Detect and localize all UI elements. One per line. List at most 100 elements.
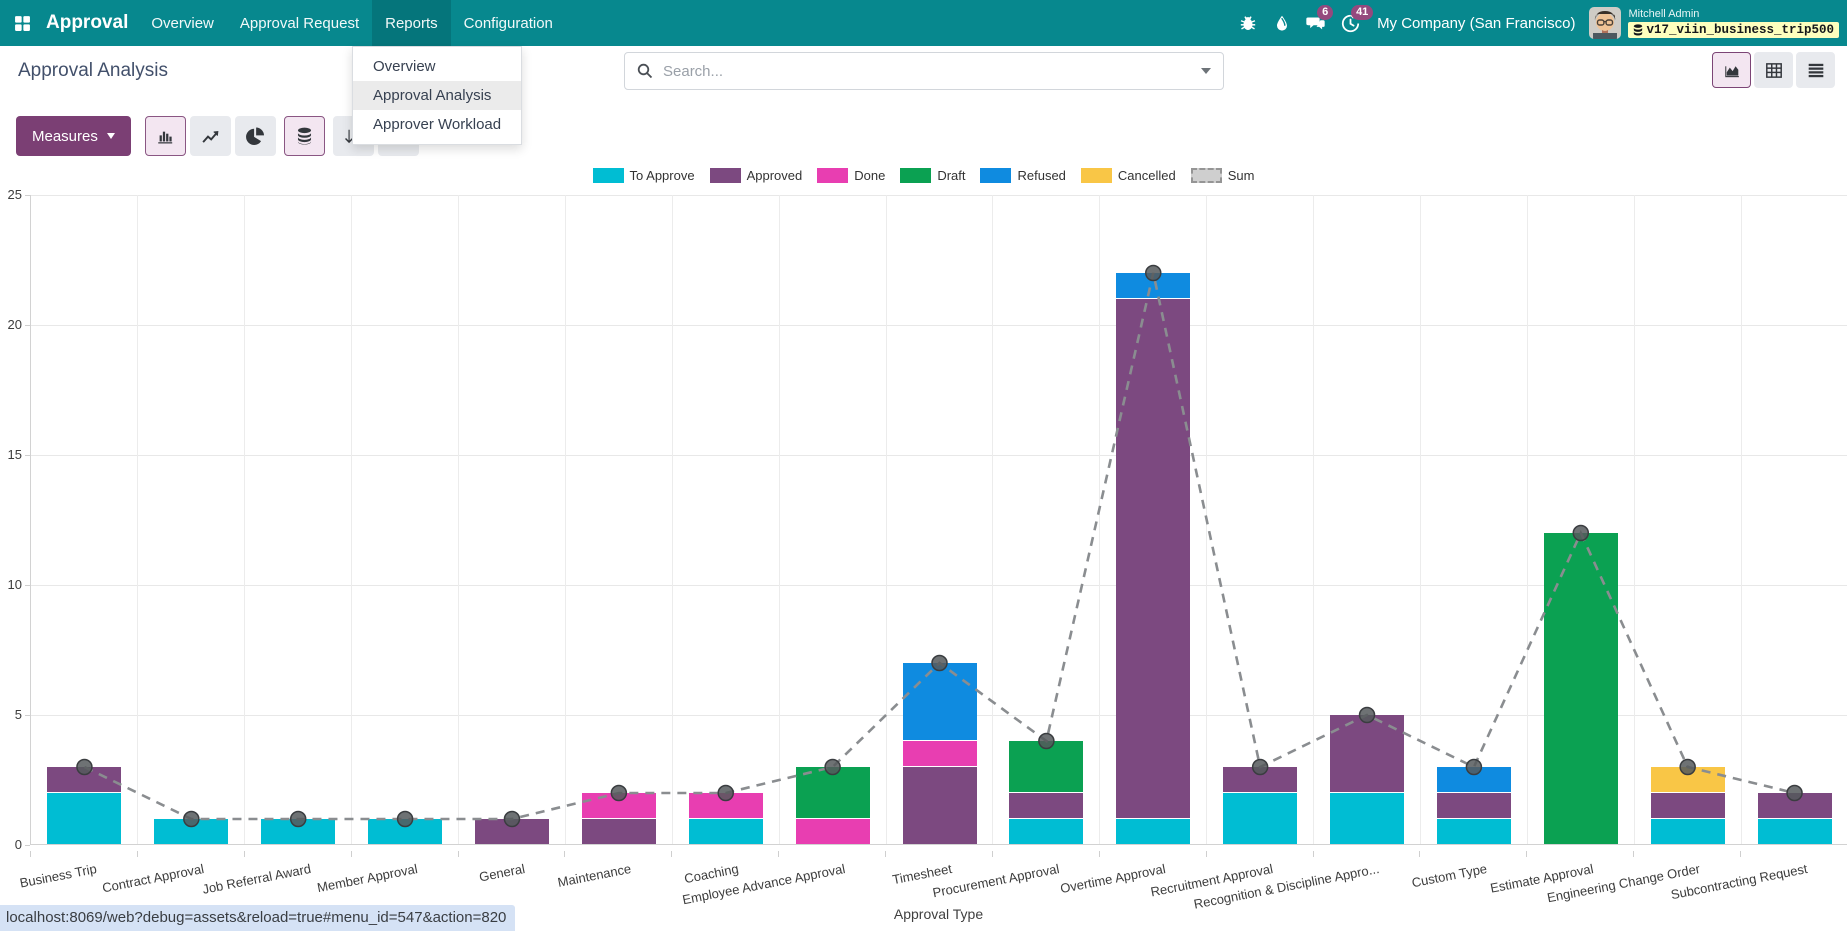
sum-point[interactable] <box>398 812 413 827</box>
legend-swatch <box>817 168 848 183</box>
sum-point[interactable] <box>1573 526 1588 541</box>
x-tick-label: Member Approval <box>316 861 419 895</box>
avatar[interactable] <box>1589 7 1621 39</box>
bar-chart-icon <box>156 128 174 145</box>
pivot-table-icon <box>1765 62 1783 79</box>
search-bar <box>624 52 1224 90</box>
x-tick <box>671 851 672 857</box>
x-tick <box>137 851 138 857</box>
activities-button[interactable]: 41 <box>1333 0 1367 46</box>
x-tick <box>351 851 352 857</box>
debug-bug-button[interactable] <box>1231 0 1265 46</box>
search-input[interactable] <box>663 63 1201 80</box>
x-tick-label: Business Trip <box>19 861 98 891</box>
legend-item[interactable]: Done <box>817 168 885 183</box>
menu-item-approval-analysis[interactable]: Approval Analysis <box>353 81 521 110</box>
legend-label: Refused <box>1017 168 1065 183</box>
y-tick-label: 20 <box>0 317 22 333</box>
legend-item[interactable]: Approved <box>710 168 803 183</box>
x-tick <box>1313 851 1314 857</box>
company-switcher[interactable]: My Company (San Francisco) <box>1367 15 1589 32</box>
chart-legend: To Approve Approved Done Draft Refused Cancel… <box>0 168 1847 183</box>
nav-item-overview[interactable]: Overview <box>138 0 227 46</box>
activities-count-badge: 41 <box>1351 5 1373 20</box>
x-tick <box>1633 851 1634 857</box>
user-menu[interactable]: Mitchell Admin v17_viin_business_trip500 <box>1621 8 1839 38</box>
apps-grid-icon <box>14 15 31 32</box>
stacked-toggle-button[interactable] <box>284 116 325 156</box>
line-chart-icon <box>201 128 220 145</box>
legend-item[interactable]: To Approve <box>593 168 695 183</box>
y-tick-label: 25 <box>0 187 22 203</box>
app-brand[interactable]: Approval <box>44 0 138 46</box>
reports-dropdown-menu: Overview Approval Analysis Approver Work… <box>352 46 522 145</box>
pie-chart-button[interactable] <box>235 116 276 156</box>
x-tick <box>564 851 565 857</box>
apps-menu-button[interactable] <box>0 0 44 46</box>
y-tick-label: 15 <box>0 447 22 463</box>
search-dropdown-toggle[interactable] <box>1201 68 1211 74</box>
plot-area <box>30 195 1847 845</box>
x-tick-label: Custom Type <box>1410 861 1488 890</box>
graph-view-button[interactable] <box>1712 52 1751 88</box>
legend-swatch <box>980 168 1011 183</box>
x-tick-label: Maintenance <box>557 861 633 890</box>
search-icon <box>637 63 653 79</box>
x-tick-label: Recognition & Discipline Appro... <box>1193 861 1381 912</box>
legend-item[interactable]: Sum <box>1191 168 1255 183</box>
legend-swatch <box>1191 168 1222 183</box>
area-chart-icon <box>1722 62 1741 79</box>
x-tick-label: Job Referral Award <box>201 861 312 897</box>
legend-item[interactable]: Cancelled <box>1081 168 1176 183</box>
nav-item-configuration[interactable]: Configuration <box>451 0 566 46</box>
x-tick <box>1419 851 1420 857</box>
status-bar-url: localhost:8069/web?debug=assets&reload=t… <box>0 905 515 931</box>
bar-chart-button[interactable] <box>145 116 186 156</box>
chevron-down-icon <box>107 133 115 139</box>
sum-point[interactable] <box>1360 708 1375 723</box>
sum-point[interactable] <box>1466 760 1481 775</box>
x-tick <box>778 851 779 857</box>
sum-point[interactable] <box>1039 734 1054 749</box>
messages-button[interactable]: 6 <box>1299 0 1333 46</box>
x-tick <box>244 851 245 857</box>
measures-button[interactable]: Measures <box>16 116 131 156</box>
legend-swatch <box>900 168 931 183</box>
menu-item-overview[interactable]: Overview <box>353 52 521 81</box>
sum-point[interactable] <box>1680 760 1695 775</box>
sum-point[interactable] <box>1787 786 1802 801</box>
database-stack-icon <box>295 127 314 145</box>
legend-swatch <box>1081 168 1112 183</box>
page-title: Approval Analysis <box>18 60 168 82</box>
switch-theme-button[interactable] <box>1265 0 1299 46</box>
sum-point[interactable] <box>611 786 626 801</box>
menu-item-approver-workload[interactable]: Approver Workload <box>353 110 521 139</box>
x-tick <box>1206 851 1207 857</box>
list-view-button[interactable] <box>1796 52 1835 88</box>
y-axis-labels: 0510152025 <box>0 195 26 845</box>
sum-point[interactable] <box>825 760 840 775</box>
legend-item[interactable]: Refused <box>980 168 1065 183</box>
pie-chart-icon <box>246 127 264 145</box>
sum-point[interactable] <box>932 656 947 671</box>
sum-point[interactable] <box>1146 266 1161 281</box>
nav-item-approval-request[interactable]: Approval Request <box>227 0 372 46</box>
sum-point[interactable] <box>291 812 306 827</box>
x-tick <box>1099 851 1100 857</box>
x-tick <box>30 851 31 857</box>
y-tick-label: 5 <box>0 707 22 723</box>
sum-point[interactable] <box>184 812 199 827</box>
legend-item[interactable]: Draft <box>900 168 965 183</box>
legend-label: Sum <box>1228 168 1255 183</box>
sum-point[interactable] <box>504 812 519 827</box>
pivot-view-button[interactable] <box>1754 52 1793 88</box>
user-name: Mitchell Admin <box>1628 8 1839 21</box>
legend-swatch <box>593 168 624 183</box>
sum-point[interactable] <box>77 760 92 775</box>
line-chart-button[interactable] <box>190 116 231 156</box>
sum-point[interactable] <box>718 786 733 801</box>
sum-point[interactable] <box>1253 760 1268 775</box>
legend-label: Cancelled <box>1118 168 1176 183</box>
legend-label: Approved <box>747 168 803 183</box>
nav-item-reports[interactable]: Reports <box>372 0 451 46</box>
